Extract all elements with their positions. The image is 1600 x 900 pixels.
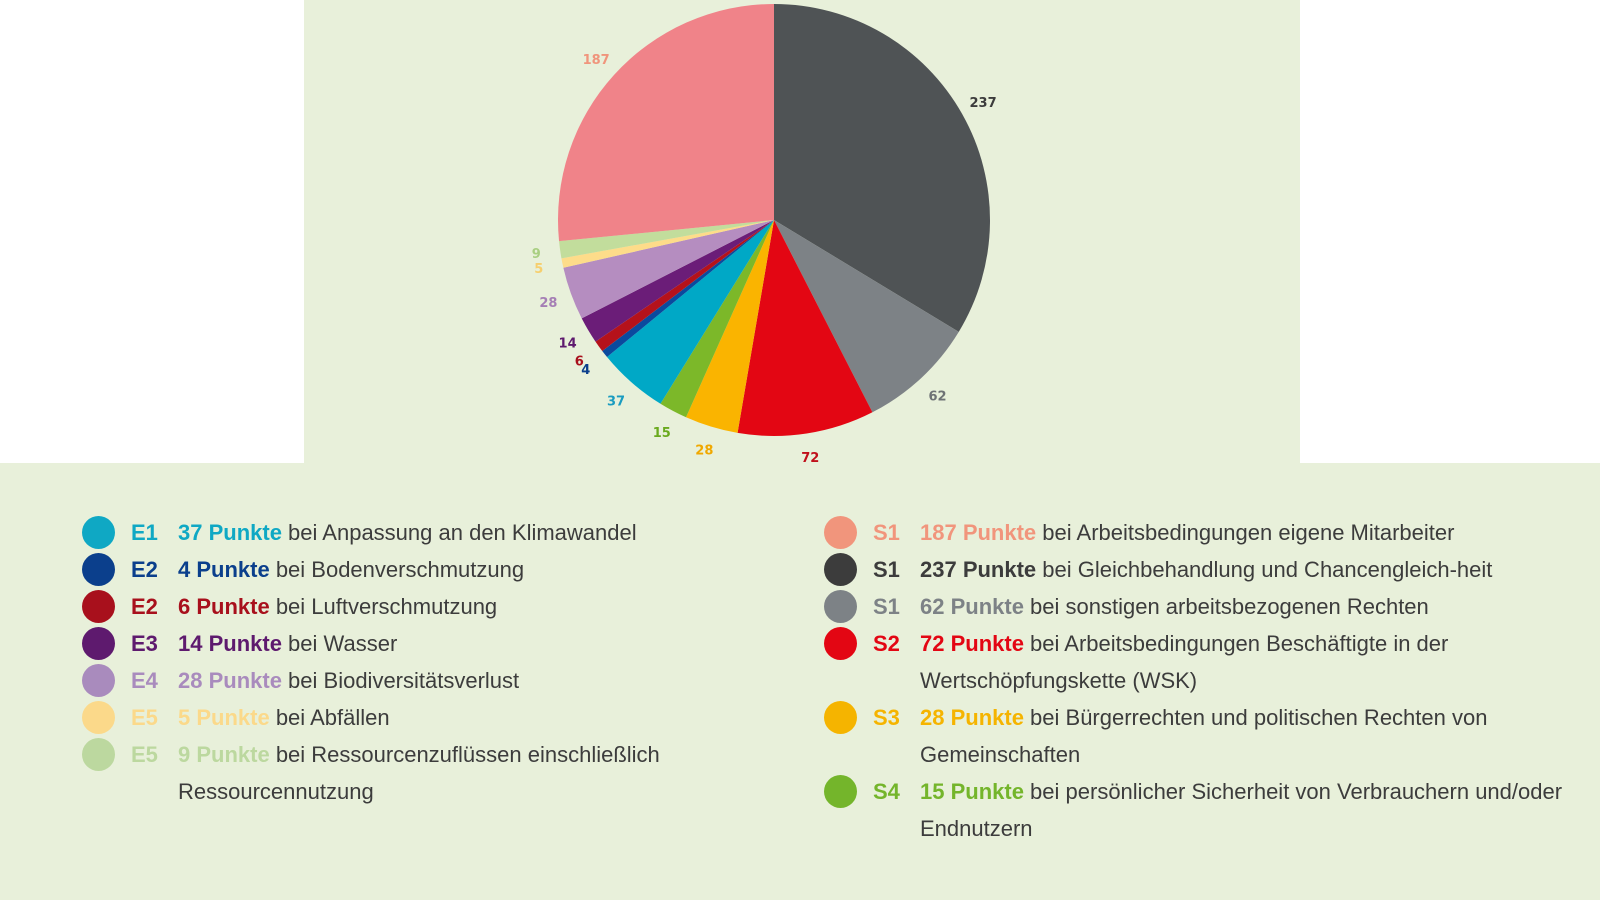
legend-dot-icon — [824, 775, 857, 808]
legend-dot-icon — [82, 590, 115, 623]
legend-item-e3: E3 14 Punkte bei Wasser — [82, 625, 722, 662]
pie-slice-e2-4 — [602, 220, 774, 358]
legend-item-e2-air: E2 6 Punkte bei Luftverschmutzung — [82, 588, 722, 625]
pie-label-e2-4: 4 — [581, 363, 590, 378]
legend-points: 14 Punkte — [178, 631, 282, 656]
pie-label-s1-62: 62 — [928, 390, 946, 405]
legend-dot-icon — [824, 701, 857, 734]
pie-slice-e5-9 — [559, 220, 774, 259]
legend-points: 237 Punkte — [920, 557, 1037, 582]
legend-dot-icon — [82, 738, 115, 771]
legend-dot-icon — [824, 516, 857, 549]
legend-text: bei Bürgerrechten und politischen Rechte… — [920, 705, 1488, 767]
legend-code: E5 — [131, 705, 158, 730]
legend-dot-icon — [82, 553, 115, 586]
pie-slice-e2-6 — [595, 220, 774, 351]
pie-label-s3-28: 28 — [695, 444, 713, 459]
legend-code: E5 — [131, 742, 158, 767]
legend-points: 6 Punkte — [178, 594, 270, 619]
legend-code: S4 — [873, 779, 900, 804]
chart-panel: 237 62 72 28 15 37 4 6 14 28 5 9 187 — [304, 0, 1300, 463]
legend-text: bei Arbeitsbedingungen eigene Mitarbeite… — [1036, 520, 1455, 545]
legend-points: 9 Punkte — [178, 742, 270, 767]
legend-dot-icon — [82, 701, 115, 734]
legend-text: bei Wasser — [281, 631, 398, 656]
pie-slice-s4-15 — [660, 220, 774, 418]
legend-points: 5 Punkte — [178, 705, 270, 730]
legend-code: E3 — [131, 631, 158, 656]
pie-label-s1-187: 187 — [583, 53, 610, 68]
legend-item-s3: S3 28 Punkte bei Bürgerrechten und polit… — [824, 699, 1564, 773]
legend-code: S2 — [873, 631, 900, 656]
legend-code: S3 — [873, 705, 900, 730]
pie-slice-e4-28 — [563, 220, 774, 319]
legend-text: bei sonstigen arbeitsbezogenen Rechten — [1023, 594, 1429, 619]
legend-points: 187 Punkte — [920, 520, 1037, 545]
legend-text: bei Abfällen — [269, 705, 390, 730]
legend-points: 28 Punkte — [178, 668, 282, 693]
legend-item-s2: S2 72 Punkte bei Arbeitsbedingungen Besc… — [824, 625, 1564, 699]
legend-text: bei Bodenverschmutzung — [269, 557, 525, 582]
pie-label-s2-72: 72 — [801, 451, 819, 463]
legend-points: 62 Punkte — [920, 594, 1024, 619]
pie-label-e5-9: 9 — [532, 247, 541, 262]
legend-item-e5-resources: E5 9 Punkte bei Ressourcenzuflüssen eins… — [82, 736, 722, 810]
legend-text: bei Arbeitsbedingungen Beschäftigte in d… — [920, 631, 1449, 693]
legend-text: bei Biodiversitätsverlust — [281, 668, 520, 693]
legend-item-e1: E1 37 Punkte bei Anpassung an den Klimaw… — [82, 514, 722, 551]
legend-points: 4 Punkte — [178, 557, 270, 582]
legend-code: S1 — [873, 520, 900, 545]
legend-dot-icon — [824, 627, 857, 660]
legend-text: bei Luftverschmutzung — [269, 594, 498, 619]
pie-slice-s2-72 — [737, 220, 873, 436]
pie-slice-s1-62 — [774, 220, 959, 413]
pie-chart: 237 62 72 28 15 37 46 14 28 59 187 — [532, 4, 997, 463]
legend-code: S1 — [873, 557, 900, 582]
pie-slice-s1-237 — [774, 4, 990, 332]
pie-label-e4-28: 28 — [539, 296, 557, 311]
legend-code: E4 — [131, 668, 158, 693]
legend-code: S1 — [873, 594, 900, 619]
pie-label-e1-37: 37 — [607, 395, 625, 410]
legend-points: 72 Punkte — [920, 631, 1024, 656]
legend-item-s1-own-workers: S1 187 Punkte bei Arbeitsbedingungen eig… — [824, 514, 1564, 551]
pie-label-e3-14: 14 — [559, 336, 577, 351]
legend-environment: E1 37 Punkte bei Anpassung an den Klimaw… — [82, 514, 722, 810]
pie-label-e5-5: 5 — [534, 262, 543, 277]
pie-label-s1-237: 237 — [970, 96, 997, 111]
legend-text: bei Anpassung an den Klimawandel — [281, 520, 637, 545]
legend-social: S1 187 Punkte bei Arbeitsbedingungen eig… — [824, 514, 1564, 847]
legend-item-s1-equal-treatment: S1 237 Punkte bei Gleichbehandlung und C… — [824, 551, 1564, 588]
legend-text: bei Gleichbehandlung und Chancengleich-h… — [1036, 557, 1493, 582]
legend-item-e5-waste: E5 5 Punkte bei Abfällen — [82, 699, 722, 736]
legend-dot-icon — [824, 590, 857, 623]
legend-item-e2-soil: E2 4 Punkte bei Bodenverschmutzung — [82, 551, 722, 588]
legend-text: bei persönlicher Sicherheit von Verbrauc… — [920, 779, 1563, 841]
legend-dot-icon — [82, 627, 115, 660]
legend-code: E1 — [131, 520, 158, 545]
pie-label-s4-15: 15 — [653, 426, 671, 441]
legend-item-s4: S4 15 Punkte bei persönlicher Sicherheit… — [824, 773, 1564, 847]
pie-slice-s1-187 — [558, 4, 774, 242]
pie-slice-e1-37 — [607, 220, 774, 404]
legend-code: E2 — [131, 594, 158, 619]
pie-slice-e3-14 — [581, 220, 774, 342]
legend-item-e4: E4 28 Punkte bei Biodiversitätsverlust — [82, 662, 722, 699]
legend-points: 15 Punkte — [920, 779, 1024, 804]
legend-item-s1-other-rights: S1 62 Punkte bei sonstigen arbeitsbezoge… — [824, 588, 1564, 625]
legend-code: E2 — [131, 557, 158, 582]
legend-points: 37 Punkte — [178, 520, 282, 545]
legend-points: 28 Punkte — [920, 705, 1024, 730]
pie-label-e2-6: 6 — [575, 354, 584, 369]
legend-panel: E1 37 Punkte bei Anpassung an den Klimaw… — [0, 463, 1600, 900]
legend-dot-icon — [824, 553, 857, 586]
pie-slice-s3-28 — [686, 220, 774, 433]
legend-dot-icon — [82, 516, 115, 549]
pie-slice-e5-5 — [561, 220, 774, 268]
legend-text: bei Ressourcenzuflüssen einschließlich R… — [178, 742, 660, 804]
legend-dot-icon — [82, 664, 115, 697]
